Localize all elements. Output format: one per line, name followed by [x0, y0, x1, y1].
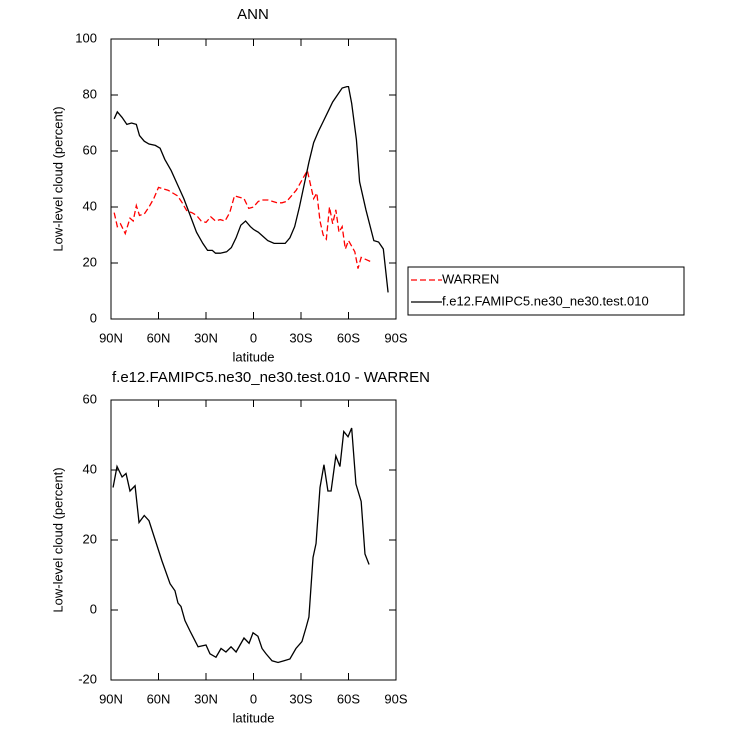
x-tick-label: 60S — [337, 330, 360, 345]
x-tick-label: 30S — [289, 330, 312, 345]
x-tick-label: 30S — [289, 691, 312, 706]
y-tick-label: 40 — [83, 198, 97, 213]
x-tick-label: 90S — [384, 330, 407, 345]
legend-box — [407, 266, 685, 316]
y-tick-label: 0 — [90, 310, 97, 325]
legend-label: WARREN — [442, 271, 499, 286]
y-tick-label: 100 — [75, 30, 97, 45]
y-tick-label: 80 — [83, 86, 97, 101]
y-axis-label: Low-level cloud (percent) — [50, 106, 65, 251]
y-tick-label: 60 — [83, 142, 97, 157]
y-tick-label: 40 — [83, 461, 97, 476]
series-line — [113, 168, 371, 269]
y-tick-label: 0 — [90, 601, 97, 616]
plot-frame — [110, 38, 397, 320]
series-line — [113, 85, 389, 293]
chart-title: ANN — [237, 6, 269, 23]
x-tick-label: 0 — [250, 691, 257, 706]
y-tick-label: 60 — [83, 391, 97, 406]
x-tick-label: 0 — [250, 330, 257, 345]
x-tick-label: 60S — [337, 691, 360, 706]
x-tick-label: 90N — [99, 691, 123, 706]
series-line — [112, 427, 370, 664]
x-tick-label: 60N — [147, 691, 171, 706]
x-tick-label: 90S — [384, 691, 407, 706]
x-tick-label: 30N — [194, 691, 218, 706]
y-axis-label: Low-level cloud (percent) — [50, 467, 65, 612]
x-axis-label: latitude — [233, 710, 275, 725]
x-tick-label: 90N — [99, 330, 123, 345]
x-tick-label: 30N — [194, 330, 218, 345]
y-tick-label: 20 — [83, 254, 97, 269]
y-tick-label: -20 — [78, 671, 97, 686]
y-tick-label: 20 — [83, 531, 97, 546]
x-tick-label: 60N — [147, 330, 171, 345]
x-axis-label: latitude — [233, 349, 275, 364]
chart-title: f.e12.FAMIPC5.ne30_ne30.test.010 - WARRE… — [112, 369, 430, 386]
legend-label: f.e12.FAMIPC5.ne30_ne30.test.010 — [442, 293, 649, 308]
